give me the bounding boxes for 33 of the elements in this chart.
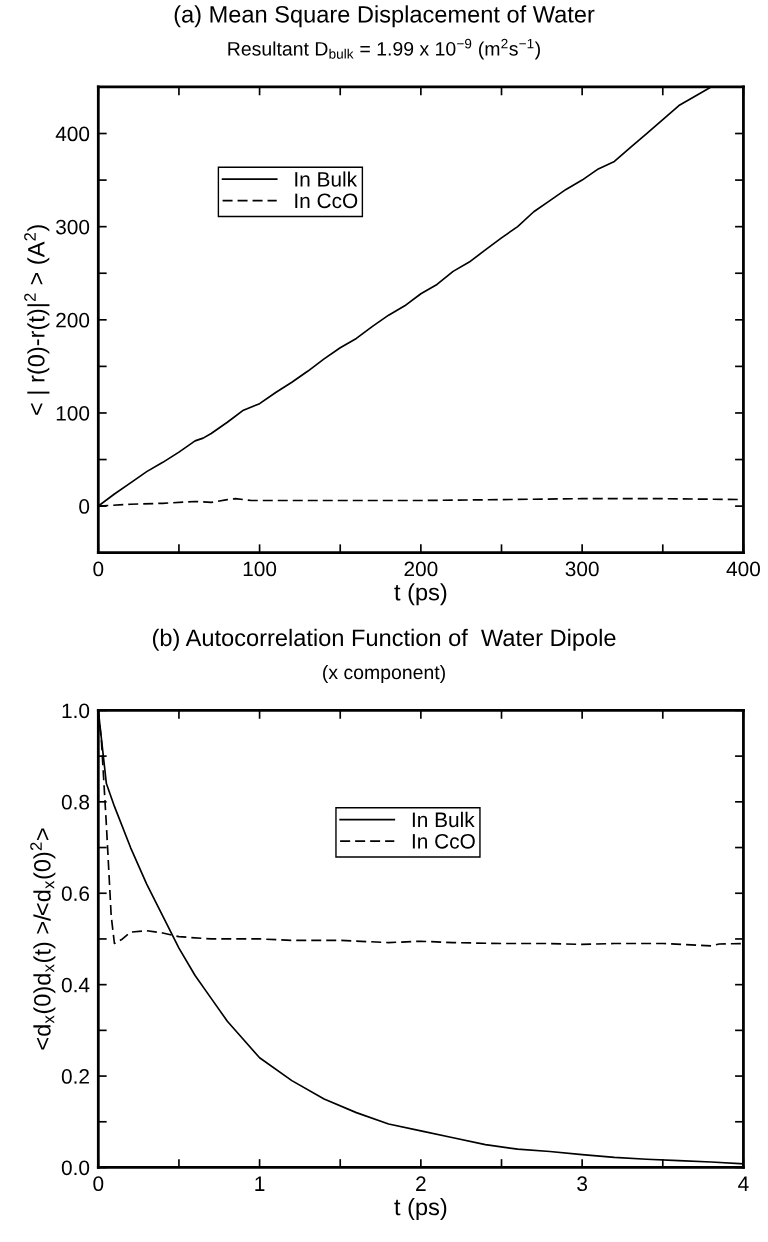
y-tick-label: 0.8	[61, 794, 90, 810]
chart-title: (a) Mean Square Displacement of Water	[174, 5, 595, 28]
y-tick-label: 1.0	[62, 703, 90, 719]
y-tick-label: 0.0	[61, 1160, 90, 1176]
text: Resultant D$_{bulk}$ = 1.99 x 10$^{−9}$ (m$^{2}$s$^{−1}$)	[228, 38, 540, 60]
legend-label: In CcO	[412, 833, 475, 849]
x-tick-label: 4	[738, 1176, 749, 1191]
x-axis-title: t (ps)	[394, 1198, 447, 1221]
legend-label: In CcO	[295, 193, 358, 209]
y-tick-label: 100	[56, 405, 90, 421]
y-tick-label: 0.2	[61, 1069, 89, 1084]
y-tick-label: 0.4	[61, 977, 90, 993]
legend-label: In Bulk	[412, 811, 475, 828]
x-tick-label: 0	[93, 1176, 104, 1192]
y-tick-label: 300	[56, 219, 90, 235]
x-tick-label: 0	[93, 561, 104, 577]
y-tick-label: 0	[79, 499, 90, 514]
y-tick-label: 400	[55, 126, 90, 142]
x-tick-label: 200	[404, 561, 438, 577]
text: <d$_{x}$(0)d$_{x}$(t) >/<d$_{x}$(0)$^{2}$>	[30, 828, 56, 1050]
x-tick-label: 400	[726, 561, 760, 577]
chart-subtitle: (x component)	[323, 664, 445, 684]
y-tick-label: 200	[56, 312, 90, 328]
x-tick-label: 2	[416, 1176, 426, 1191]
legend-label: In Bulk	[295, 171, 358, 187]
x-tick-label: 100	[243, 561, 277, 577]
x-axis-title: t (ps)	[394, 583, 447, 606]
x-tick-label: 3	[577, 1176, 588, 1192]
y-axis-title: < | r(0)-r(t)|$^{2}$ > (A$^{2}$)	[24, 225, 50, 415]
chart-title: (b) Autocorrelation Function of Water Dipole	[152, 628, 616, 651]
y-tick-label: 0.6	[61, 886, 90, 901]
x-tick-label: 300	[565, 561, 599, 577]
x-tick-label: 1	[255, 1176, 265, 1191]
